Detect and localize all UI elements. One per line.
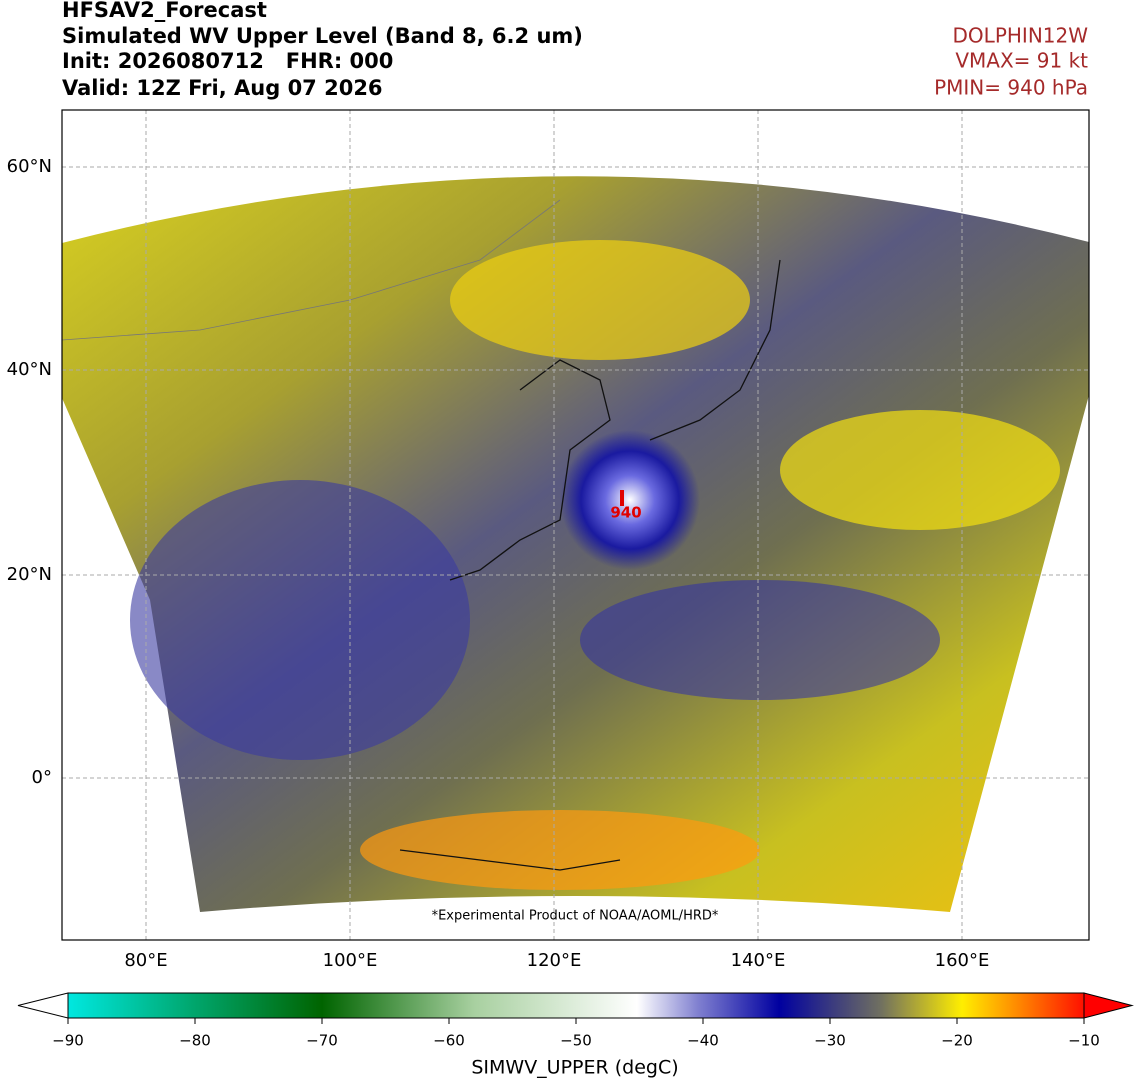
lat-label: 60°N [7, 156, 52, 177]
colorbar-tick-label: −30 [814, 1032, 846, 1050]
dry-region [360, 810, 760, 890]
moist-region [580, 580, 940, 700]
colorbar-tick-label: −60 [433, 1032, 465, 1050]
lat-label: 20°N [7, 564, 52, 585]
colorbar-tick-label: −40 [687, 1032, 719, 1050]
dry-region [780, 410, 1060, 530]
map-frame [61, 109, 1090, 941]
lon-label: 140°E [731, 950, 786, 971]
storm-center-label: 940 [610, 504, 641, 522]
colorbar-extension [17, 992, 69, 1019]
colorbar-tick-label: −70 [306, 1032, 338, 1050]
colorbar [17, 992, 1134, 1019]
colorbar-tick-label: −80 [179, 1032, 211, 1050]
lat-label: 0° [32, 767, 52, 788]
lon-label: 100°E [323, 950, 378, 971]
coastline [649, 259, 781, 441]
lon-label: 160°E [935, 950, 990, 971]
storm-name: DOLPHIN12W [953, 24, 1089, 48]
storm-pmin: PMIN= 940 hPa [934, 76, 1088, 100]
colorbar-tick-label: −20 [941, 1032, 973, 1050]
map: 940 *Experimental Product of NOAA/AOML/H… [62, 110, 1089, 940]
colorbar-tick-label: −90 [52, 1032, 84, 1050]
gridlines [62, 110, 1089, 940]
subtitle: Simulated WV Upper Level (Band 8, 6.2 um… [62, 24, 583, 48]
footnote: *Experimental Product of NOAA/AOML/HRD* [432, 909, 719, 924]
valid-line: Valid: 12Z Fri, Aug 07 2026 [62, 76, 383, 100]
moist-region [130, 480, 470, 760]
colorbar-bar [67, 992, 1085, 1019]
coastline [449, 359, 611, 581]
colorbar-label: SIMWV_UPPER (degC) [471, 1057, 678, 1079]
storm-vmax: VMAX= 91 kt [955, 49, 1088, 73]
title: HFSAV2_Forecast [62, 0, 267, 22]
typhoon-cloud [560, 430, 700, 570]
colorbar-tick-label: −50 [560, 1032, 592, 1050]
lon-label: 80°E [124, 950, 167, 971]
colorbar-extension [1083, 992, 1134, 1019]
coastline [399, 849, 621, 871]
lon-label: 120°E [527, 950, 582, 971]
colorbar-tick-label: −10 [1068, 1032, 1100, 1050]
lat-label: 40°N [7, 359, 52, 380]
dry-region [450, 240, 750, 360]
init-line: Init: 2026080712 FHR: 000 [62, 49, 393, 73]
